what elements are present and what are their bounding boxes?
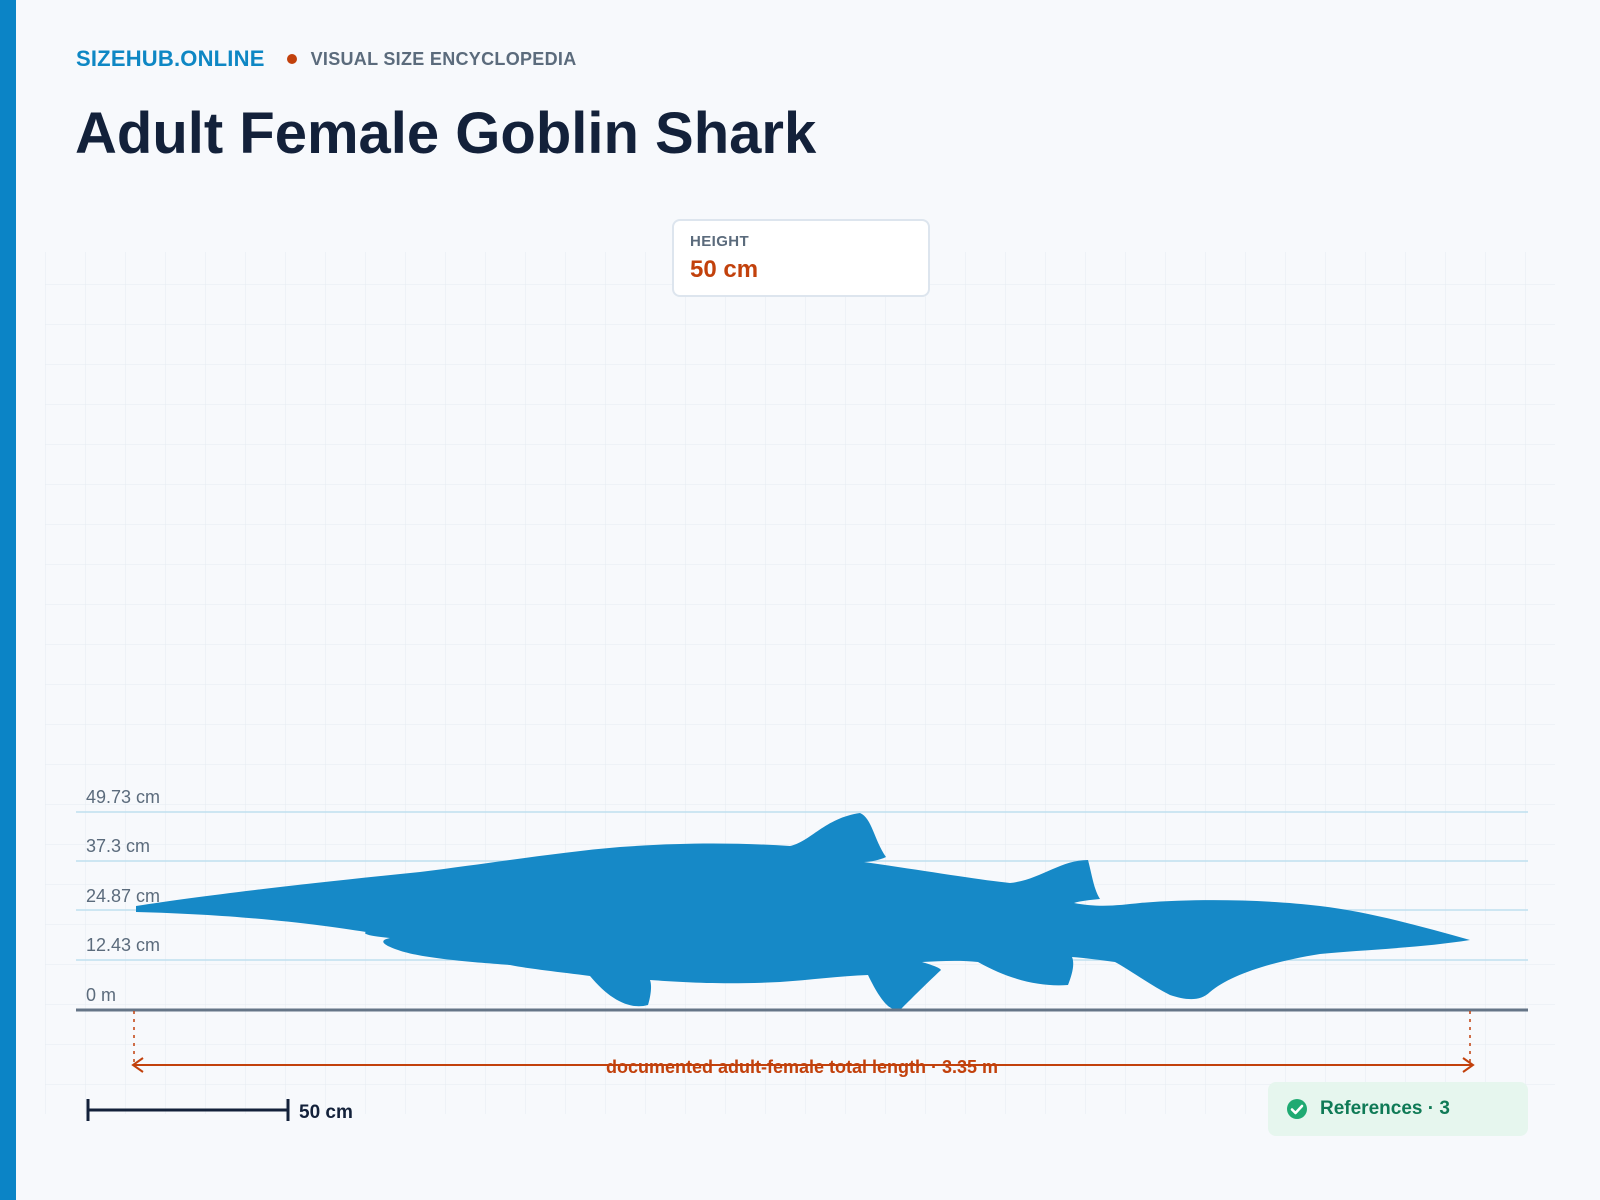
- height-value: 50 cm: [690, 256, 759, 283]
- height-label: HEIGHT: [690, 233, 750, 250]
- goblin-shark-silhouette: [136, 813, 1470, 1011]
- scale-bar: 50 cm: [86, 1099, 353, 1123]
- arrow-right-icon: [1462, 1057, 1475, 1073]
- measure-label: documented adult-female total length · 3…: [606, 1057, 998, 1077]
- ruler-tick-label: 37.3 cm: [86, 836, 150, 856]
- length-measurement: documented adult-female total length · 3…: [131, 1011, 1475, 1077]
- separator-dot-icon: [286, 54, 297, 64]
- site-brand-link[interactable]: SIZEHUB.ONLINE: [76, 46, 265, 71]
- height-card: HEIGHT 50 cm: [672, 219, 930, 297]
- ruler-tick-label: 24.87 cm: [86, 886, 160, 906]
- accent-bar: [0, 0, 16, 1200]
- arrow-left-icon: [131, 1057, 144, 1073]
- site-header: SIZEHUB.ONLINE VISUAL SIZE ENCYCLOPEDIA: [76, 46, 577, 72]
- references-badge[interactable]: References · 3: [1268, 1082, 1528, 1136]
- references-label: References · 3: [1320, 1098, 1450, 1119]
- ruler-tick-label: 0 m: [86, 985, 116, 1005]
- site-tagline: VISUAL SIZE ENCYCLOPEDIA: [310, 48, 577, 69]
- ruler-tick-label: 49.73 cm: [86, 787, 160, 807]
- scale-bar-label: 50 cm: [299, 1102, 353, 1123]
- page-title: Adult Female Goblin Shark: [75, 101, 817, 166]
- background-grid: [45, 252, 1555, 1114]
- ruler-tick-label: 12.43 cm: [86, 935, 160, 955]
- check-circle-icon: [1287, 1099, 1307, 1119]
